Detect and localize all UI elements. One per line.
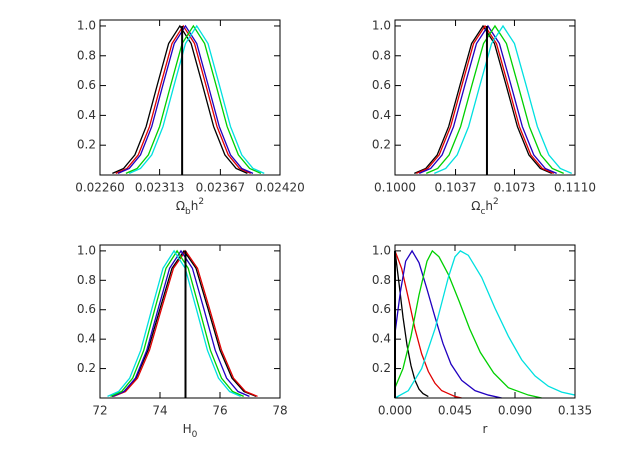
x-axis-label: H0 (183, 422, 198, 440)
curve (425, 24, 564, 174)
plot-frame (394, 19, 576, 176)
y-tick-label: 1.0 (77, 243, 96, 257)
curve (394, 250, 576, 399)
curve (414, 24, 553, 174)
curve (112, 249, 250, 397)
y-tick-label: 0.4 (77, 332, 96, 346)
curve (394, 249, 542, 399)
x-axis-label-part: Ω (471, 199, 480, 213)
y-tick-label: 1.0 (372, 18, 391, 32)
curve (394, 249, 502, 399)
y-tick-label: 0.8 (77, 273, 96, 287)
panel: 0.2 0.4 0.6 0.8 1.0 0.02260 0.02313 0.02367 0.02… (75, 18, 305, 216)
x-axis-label: r (483, 422, 488, 436)
curve (107, 249, 241, 397)
x-axis-label-part: Ω (176, 199, 185, 213)
panel: 0.2 0.4 0.6 0.8 1.0 0.1000 0.1037 0.1073 0.1110 Ω… (372, 18, 596, 216)
y-tick-label: 0.6 (372, 78, 391, 92)
curve (416, 24, 554, 174)
x-tick-label: 0.135 (558, 404, 592, 418)
x-tick-label: 78 (272, 404, 287, 418)
x-axis-label-part: b (185, 207, 191, 217)
x-tick-label: 0.045 (438, 404, 472, 418)
x-axis-label-part: c (480, 207, 485, 217)
y-tick-label: 1.0 (77, 18, 96, 32)
curve (125, 24, 262, 174)
y-tick-label: 0.6 (77, 302, 96, 316)
curve (117, 24, 254, 174)
plot-frame (99, 19, 281, 176)
x-axis-label-part: r (483, 422, 488, 436)
curve (110, 249, 244, 397)
y-tick-label: 0.2 (372, 361, 391, 375)
x-axis-label: Ωch2 (471, 197, 498, 217)
plot-frame (394, 244, 576, 399)
x-axis-label-part: h (191, 199, 199, 213)
curve (128, 24, 265, 174)
x-tick-label: 0.090 (498, 404, 532, 418)
curve (113, 249, 258, 397)
y-tick-label: 0.8 (77, 48, 96, 62)
x-axis-label-part: H (183, 422, 192, 436)
x-tick-label: 0.02367 (196, 181, 246, 195)
x-tick-label: 0.02420 (255, 181, 305, 195)
x-axis-label-part: h (485, 199, 493, 213)
plot-frame (99, 244, 281, 399)
x-tick-label: 0.02313 (135, 181, 185, 195)
panel: 0.2 0.4 0.6 0.8 1.0 0.000 0.045 0.090 0.135 r (372, 243, 592, 435)
y-tick-label: 0.8 (372, 48, 391, 62)
curve (112, 24, 248, 174)
x-tick-label: 0.1073 (493, 181, 535, 195)
x-tick-label: 0.1110 (554, 181, 596, 195)
x-tick-label: 72 (92, 404, 107, 418)
y-tick-label: 0.4 (372, 332, 391, 346)
y-tick-label: 0.4 (77, 108, 96, 122)
x-tick-label: 0.1037 (435, 181, 477, 195)
y-tick-label: 0.2 (77, 138, 96, 152)
curve (394, 250, 462, 399)
x-axis-label-part: 0 (192, 430, 198, 440)
x-axis-label-part: 2 (198, 197, 204, 207)
curve (418, 24, 557, 174)
curve (115, 24, 252, 174)
x-axis-label-part: 2 (493, 197, 499, 207)
x-tick-label: 0.1000 (374, 181, 416, 195)
panel: 0.2 0.4 0.6 0.8 1.0 72 74 76 78 H0 (77, 243, 288, 439)
x-axis-label: Ωbh2 (176, 197, 204, 217)
y-tick-label: 0.8 (372, 273, 391, 287)
x-tick-label: 74 (152, 404, 167, 418)
y-tick-label: 0.2 (77, 361, 96, 375)
x-tick-label: 0.02260 (75, 181, 125, 195)
y-tick-label: 0.4 (372, 108, 391, 122)
y-tick-label: 1.0 (372, 243, 391, 257)
x-tick-label: 0.000 (378, 404, 412, 418)
y-tick-label: 0.6 (77, 78, 96, 92)
y-tick-label: 0.6 (372, 302, 391, 316)
x-tick-label: 76 (212, 404, 227, 418)
y-tick-label: 0.2 (372, 138, 391, 152)
curve (434, 24, 572, 174)
